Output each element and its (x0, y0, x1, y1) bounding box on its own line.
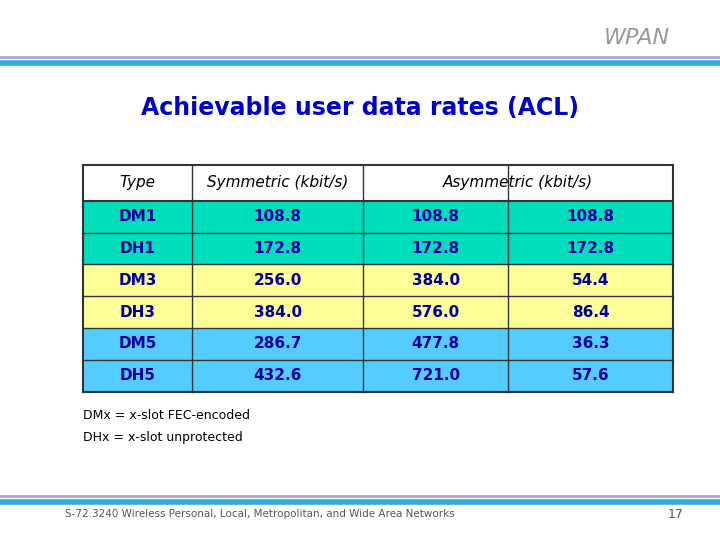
Text: 721.0: 721.0 (412, 368, 459, 383)
Text: 172.8: 172.8 (253, 241, 302, 256)
Text: DHx = x-slot unprotected: DHx = x-slot unprotected (83, 431, 243, 444)
Text: 576.0: 576.0 (411, 305, 459, 320)
Text: 54.4: 54.4 (572, 273, 609, 288)
Text: Asymmetric (kbit/s): Asymmetric (kbit/s) (443, 176, 593, 190)
Text: Achievable user data rates (ACL): Achievable user data rates (ACL) (141, 96, 579, 120)
Text: 256.0: 256.0 (253, 273, 302, 288)
Text: 108.8: 108.8 (412, 210, 459, 224)
Text: 36.3: 36.3 (572, 336, 609, 352)
Text: DMx = x-slot FEC-encoded: DMx = x-slot FEC-encoded (83, 409, 250, 422)
Text: DM3: DM3 (118, 273, 156, 288)
Text: 172.8: 172.8 (412, 241, 459, 256)
Text: 384.0: 384.0 (253, 305, 302, 320)
Text: DM5: DM5 (118, 336, 156, 352)
Text: 286.7: 286.7 (253, 336, 302, 352)
Text: Type: Type (120, 176, 156, 190)
Text: 477.8: 477.8 (412, 336, 459, 352)
Text: 172.8: 172.8 (567, 241, 615, 256)
Text: Symmetric (kbit/s): Symmetric (kbit/s) (207, 176, 348, 190)
Text: 384.0: 384.0 (412, 273, 459, 288)
Text: 108.8: 108.8 (567, 210, 615, 224)
Text: DM1: DM1 (118, 210, 156, 224)
Text: 17: 17 (668, 508, 684, 521)
Text: 108.8: 108.8 (253, 210, 302, 224)
Text: WPAN: WPAN (603, 28, 670, 48)
Text: 57.6: 57.6 (572, 368, 609, 383)
Text: DH5: DH5 (120, 368, 156, 383)
Text: DH1: DH1 (120, 241, 156, 256)
Text: S-72.3240 Wireless Personal, Local, Metropolitan, and Wide Area Networks: S-72.3240 Wireless Personal, Local, Metr… (65, 509, 454, 519)
Text: 86.4: 86.4 (572, 305, 609, 320)
Text: DH3: DH3 (120, 305, 156, 320)
Text: 432.6: 432.6 (253, 368, 302, 383)
